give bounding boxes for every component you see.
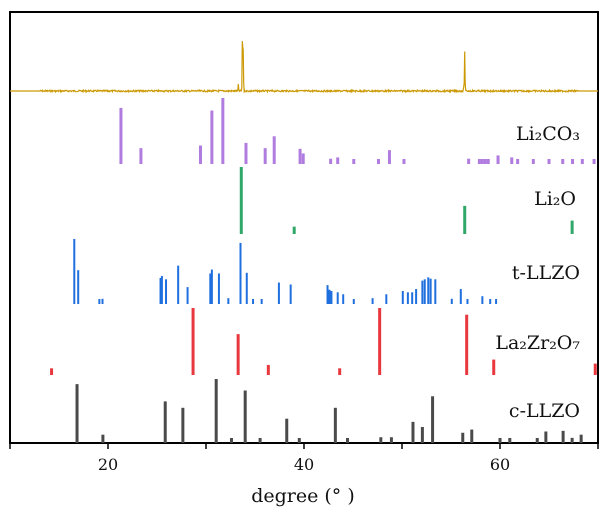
measured-pattern-line (10, 41, 598, 94)
x-axis-label: degree (° ) (251, 485, 355, 507)
series-3-sticks (50, 308, 597, 375)
x-tick-label: 60 (490, 455, 510, 474)
series-2-sticks (73, 239, 498, 304)
series-0-sticks (119, 98, 596, 164)
series-label-li2o: Li₂O (534, 188, 576, 210)
series-label-li2co3: Li₂CO₃ (516, 123, 580, 145)
x-tick-label: 40 (294, 455, 314, 474)
x-tick-label: 20 (98, 455, 118, 474)
plot-frame (9, 11, 599, 444)
series-label-la2zr2o7: La₂Zr₂O₇ (495, 332, 580, 354)
series-1-sticks (239, 167, 574, 234)
series-label-t-llzo: t-LLZO (512, 262, 580, 284)
series-label-c-llzo: c-LLZO (509, 400, 580, 422)
series-4-sticks (75, 379, 583, 443)
